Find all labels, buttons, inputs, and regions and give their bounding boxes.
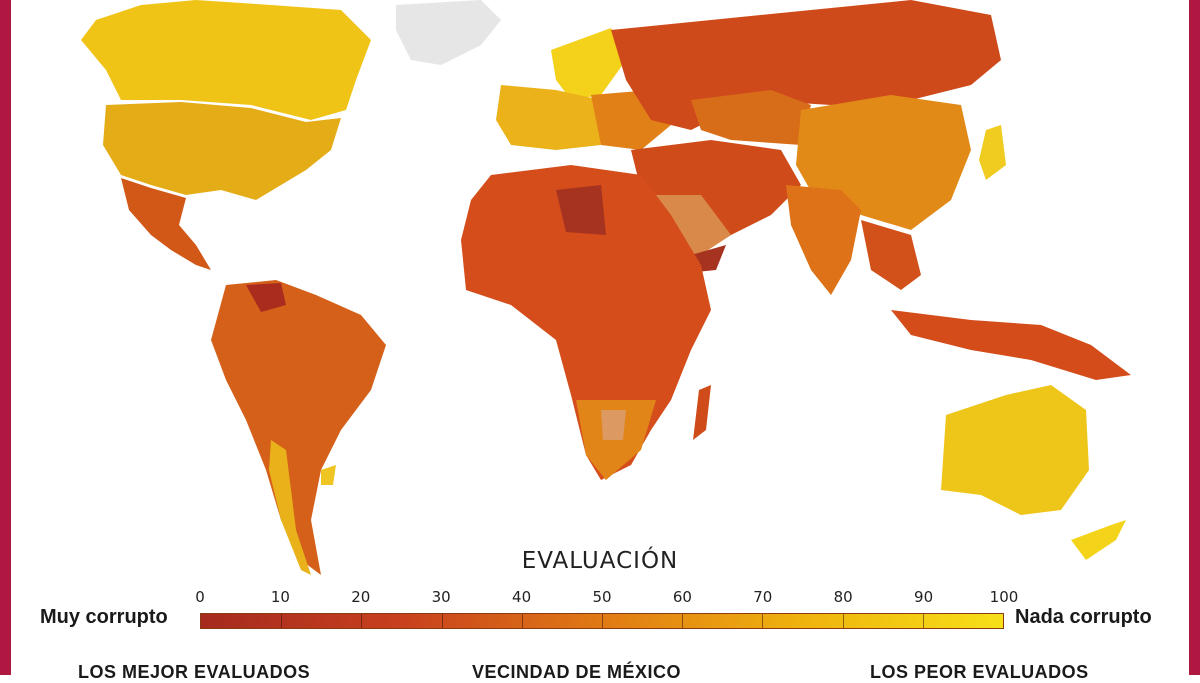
- region-libya: [556, 185, 606, 235]
- legend-tick-label: 50: [592, 588, 612, 606]
- region-canada: [81, 0, 371, 120]
- legend-tick-label: 70: [753, 588, 773, 606]
- legend-tick-mark: [682, 614, 684, 628]
- region-south-america: [211, 280, 386, 575]
- legend-tick-mark: [842, 614, 844, 628]
- legend-high-label: Nada corrupto: [1015, 606, 1152, 628]
- region-usa: [103, 102, 341, 200]
- legend-tick-mark: [922, 614, 924, 628]
- legend-tick-label: 0: [195, 588, 205, 606]
- section-best-heading: LOS MEJOR EVALUADOS: [78, 662, 311, 682]
- legend-tick-label: 20: [351, 588, 371, 606]
- world-map: [81, 0, 1131, 575]
- region-australia: [941, 385, 1089, 515]
- region-southeast-asia: [861, 220, 921, 290]
- legend-tick-label: 60: [672, 588, 692, 606]
- region-japan: [979, 125, 1006, 180]
- region-indonesia: [891, 310, 1131, 380]
- region-central-asia: [691, 90, 811, 145]
- legend-title: EVALUACIÓN: [521, 548, 679, 574]
- region-scandinavia: [551, 28, 626, 100]
- legend-tick-label: 40: [512, 588, 532, 606]
- section-worst-heading: LOS PEOR EVALUADOS: [870, 662, 1089, 682]
- legend-tick-mark: [602, 614, 603, 628]
- region-botswana: [601, 410, 626, 440]
- legend-tick-label: 100: [989, 588, 1019, 606]
- legend-low-label: Muy corrupto: [40, 606, 168, 628]
- legend-tick-label: 80: [833, 588, 853, 606]
- region-mexico: [121, 178, 211, 270]
- legend-tick-label: 30: [431, 588, 451, 606]
- frame-right-border: [1189, 0, 1200, 675]
- region-india: [786, 185, 861, 295]
- region-chile: [269, 440, 311, 575]
- legend-tick-mark: [762, 614, 764, 628]
- legend-tick-mark: [281, 614, 283, 628]
- legend-tick-mark: [361, 614, 363, 628]
- region-venezuela: [246, 283, 286, 312]
- legend-tick-mark: [521, 614, 523, 628]
- section-neighbors-heading: VECINDAD DE MÉXICO: [472, 662, 682, 682]
- region-madagascar: [693, 385, 711, 440]
- region-saudi-arabia: [651, 195, 731, 258]
- legend-tick-label: 10: [270, 588, 290, 606]
- legend-tick-mark: [441, 614, 443, 628]
- legend-tick-label: 90: [914, 588, 934, 606]
- frame-left-border: [0, 0, 11, 675]
- region-new-zealand: [1071, 520, 1126, 560]
- region-greenland: [396, 0, 501, 65]
- legend-color-scale: [200, 613, 1004, 629]
- region-western-europe: [496, 85, 621, 150]
- region-uruguay: [321, 465, 336, 485]
